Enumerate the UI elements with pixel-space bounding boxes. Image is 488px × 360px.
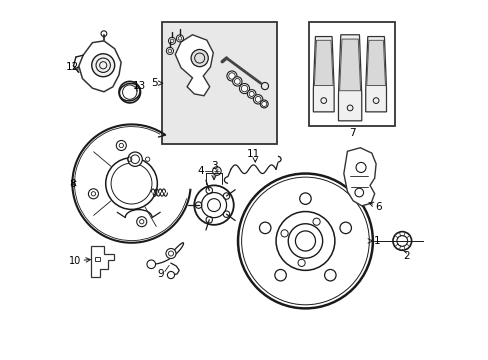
Circle shape <box>167 271 174 279</box>
Text: 3: 3 <box>210 161 217 171</box>
Text: 4: 4 <box>197 166 203 176</box>
Circle shape <box>238 174 372 309</box>
Bar <box>308 22 394 126</box>
Text: 8: 8 <box>69 179 76 189</box>
Text: 1: 1 <box>373 236 380 246</box>
Polygon shape <box>365 37 386 112</box>
Circle shape <box>232 77 242 86</box>
Circle shape <box>191 49 208 67</box>
Circle shape <box>226 71 237 81</box>
Polygon shape <box>313 37 333 112</box>
Circle shape <box>247 90 255 98</box>
Text: 5: 5 <box>151 78 158 88</box>
Polygon shape <box>366 40 385 86</box>
Circle shape <box>92 54 115 77</box>
Circle shape <box>165 248 176 258</box>
Polygon shape <box>314 40 332 86</box>
Bar <box>162 22 276 144</box>
Circle shape <box>253 95 262 104</box>
Text: 11: 11 <box>246 149 260 159</box>
Text: 9: 9 <box>157 269 163 279</box>
Polygon shape <box>91 246 114 277</box>
Polygon shape <box>79 41 121 92</box>
Polygon shape <box>339 39 360 91</box>
Circle shape <box>239 84 249 94</box>
Text: 2: 2 <box>403 251 409 261</box>
Text: 7: 7 <box>348 129 355 138</box>
Polygon shape <box>343 148 375 206</box>
Text: 13: 13 <box>133 81 146 91</box>
Bar <box>95 257 100 261</box>
Text: 6: 6 <box>374 202 381 212</box>
Circle shape <box>147 260 155 269</box>
Circle shape <box>128 152 142 166</box>
Text: 12: 12 <box>65 62 79 72</box>
Polygon shape <box>338 35 361 121</box>
Text: 10: 10 <box>69 256 81 266</box>
Polygon shape <box>175 35 213 96</box>
Circle shape <box>260 100 267 108</box>
